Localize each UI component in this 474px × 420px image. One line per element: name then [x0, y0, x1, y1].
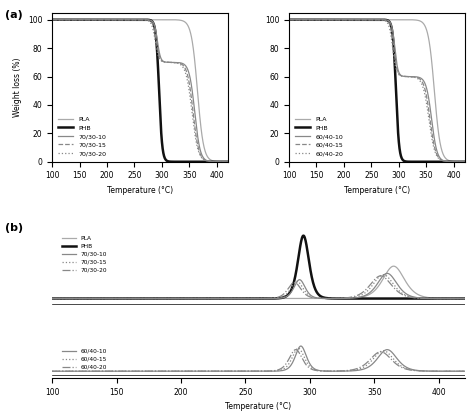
- Legend: PLA, PHB, 60/40-10, 60/40-15, 60/40-20: PLA, PHB, 60/40-10, 60/40-15, 60/40-20: [292, 114, 346, 159]
- X-axis label: Temperature (°C): Temperature (°C): [107, 186, 173, 195]
- Y-axis label: Weight loss (%): Weight loss (%): [13, 58, 22, 117]
- Legend: 60/40-10, 60/40-15, 60/40-20: 60/40-10, 60/40-15, 60/40-20: [59, 346, 109, 372]
- X-axis label: Temperature (°C): Temperature (°C): [225, 402, 292, 411]
- X-axis label: Temperature (°C): Temperature (°C): [344, 186, 410, 195]
- Text: (b): (b): [5, 223, 23, 233]
- Legend: PLA, PHB, 70/30-10, 70/30-15, 70/30-20: PLA, PHB, 70/30-10, 70/30-15, 70/30-20: [55, 114, 109, 159]
- Text: (a): (a): [5, 10, 22, 21]
